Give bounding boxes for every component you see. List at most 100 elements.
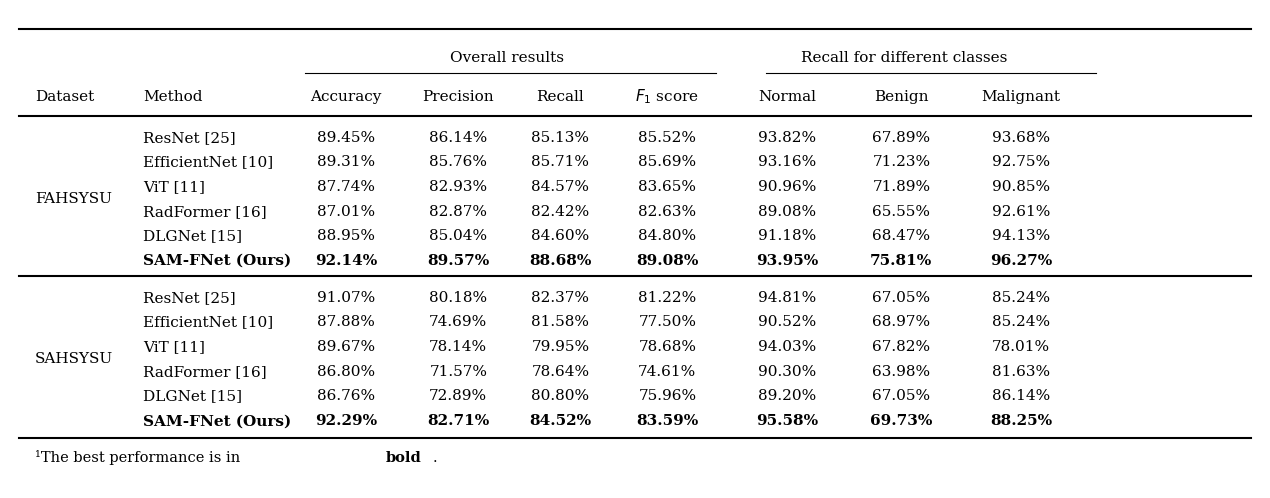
Text: 88.68%: 88.68%	[530, 254, 592, 268]
Text: 71.23%: 71.23%	[872, 155, 931, 169]
Text: ¹The best performance is in: ¹The best performance is in	[36, 451, 245, 466]
Text: RadFormer [16]: RadFormer [16]	[144, 205, 267, 219]
Text: 85.24%: 85.24%	[992, 315, 1050, 330]
Text: 74.61%: 74.61%	[639, 365, 696, 379]
Text: 84.80%: 84.80%	[639, 230, 696, 244]
Text: 82.42%: 82.42%	[531, 205, 589, 219]
Text: 68.97%: 68.97%	[872, 315, 931, 330]
Text: Precision: Precision	[423, 90, 494, 104]
Text: 93.68%: 93.68%	[992, 130, 1050, 144]
Text: 85.24%: 85.24%	[992, 291, 1050, 305]
Text: 69.73%: 69.73%	[870, 414, 932, 428]
Text: 94.81%: 94.81%	[758, 291, 815, 305]
Text: 81.58%: 81.58%	[531, 315, 589, 330]
Text: 93.16%: 93.16%	[758, 155, 815, 169]
Text: 75.96%: 75.96%	[639, 389, 696, 403]
Text: 91.07%: 91.07%	[318, 291, 376, 305]
Text: 91.18%: 91.18%	[758, 230, 815, 244]
Text: 67.05%: 67.05%	[872, 291, 931, 305]
Text: bold: bold	[386, 451, 422, 465]
Text: 78.68%: 78.68%	[639, 340, 696, 354]
Text: 72.89%: 72.89%	[429, 389, 488, 403]
Text: Method: Method	[144, 90, 203, 104]
Text: 83.59%: 83.59%	[636, 414, 698, 428]
Text: SAM-FNet (Ours): SAM-FNet (Ours)	[144, 254, 292, 268]
Text: 67.89%: 67.89%	[872, 130, 931, 144]
Text: 81.63%: 81.63%	[992, 365, 1050, 379]
Text: 78.14%: 78.14%	[429, 340, 488, 354]
Text: 85.71%: 85.71%	[531, 155, 589, 169]
Text: 89.67%: 89.67%	[318, 340, 376, 354]
Text: 94.13%: 94.13%	[992, 230, 1050, 244]
Text: 67.05%: 67.05%	[872, 389, 931, 403]
Text: 84.52%: 84.52%	[530, 414, 592, 428]
Text: .: .	[432, 451, 437, 465]
Text: SAHSYSU: SAHSYSU	[36, 353, 113, 367]
Text: 92.29%: 92.29%	[315, 414, 377, 428]
Text: 90.30%: 90.30%	[758, 365, 815, 379]
Text: ViT [11]: ViT [11]	[144, 180, 206, 194]
Text: 86.14%: 86.14%	[429, 130, 488, 144]
Text: 90.52%: 90.52%	[758, 315, 815, 330]
Text: Dataset: Dataset	[36, 90, 94, 104]
Text: Overall results: Overall results	[450, 51, 564, 65]
Text: 74.69%: 74.69%	[429, 315, 488, 330]
Text: 87.74%: 87.74%	[318, 180, 375, 194]
Text: 93.82%: 93.82%	[758, 130, 815, 144]
Text: 79.95%: 79.95%	[531, 340, 589, 354]
Text: 83.65%: 83.65%	[639, 180, 696, 194]
Text: 85.13%: 85.13%	[531, 130, 589, 144]
Text: 82.71%: 82.71%	[427, 414, 489, 428]
Text: 92.14%: 92.14%	[315, 254, 377, 268]
Text: 65.55%: 65.55%	[872, 205, 931, 219]
Text: 84.60%: 84.60%	[531, 230, 589, 244]
Text: 82.87%: 82.87%	[429, 205, 488, 219]
Text: Recall: Recall	[536, 90, 584, 104]
Text: Benign: Benign	[874, 90, 928, 104]
Text: 86.14%: 86.14%	[992, 389, 1050, 403]
Text: 63.98%: 63.98%	[872, 365, 931, 379]
Text: 95.58%: 95.58%	[756, 414, 818, 428]
Text: 87.01%: 87.01%	[318, 205, 376, 219]
Text: 82.37%: 82.37%	[531, 291, 589, 305]
Text: 85.76%: 85.76%	[429, 155, 488, 169]
Text: Malignant: Malignant	[982, 90, 1060, 104]
Text: 78.01%: 78.01%	[992, 340, 1050, 354]
Text: Recall for different classes: Recall for different classes	[800, 51, 1007, 65]
Text: $F_1$ score: $F_1$ score	[635, 87, 700, 106]
Text: 92.75%: 92.75%	[992, 155, 1050, 169]
Text: 89.08%: 89.08%	[636, 254, 698, 268]
Text: 78.64%: 78.64%	[531, 365, 589, 379]
Text: DLGNet [15]: DLGNet [15]	[144, 389, 243, 403]
Text: ResNet [25]: ResNet [25]	[144, 130, 236, 144]
Text: 84.57%: 84.57%	[531, 180, 589, 194]
Text: 67.82%: 67.82%	[872, 340, 931, 354]
Text: 80.18%: 80.18%	[429, 291, 488, 305]
Text: 90.96%: 90.96%	[758, 180, 817, 194]
Text: 94.03%: 94.03%	[758, 340, 815, 354]
Text: 85.04%: 85.04%	[429, 230, 488, 244]
Text: 86.80%: 86.80%	[318, 365, 376, 379]
Text: 77.50%: 77.50%	[639, 315, 696, 330]
Text: 96.27%: 96.27%	[989, 254, 1052, 268]
Text: ResNet [25]: ResNet [25]	[144, 291, 236, 305]
Text: 85.69%: 85.69%	[639, 155, 696, 169]
Text: Accuracy: Accuracy	[311, 90, 382, 104]
Text: 89.08%: 89.08%	[758, 205, 815, 219]
Text: 80.80%: 80.80%	[531, 389, 589, 403]
Text: 90.85%: 90.85%	[992, 180, 1050, 194]
Text: 86.76%: 86.76%	[318, 389, 376, 403]
Text: 88.25%: 88.25%	[989, 414, 1052, 428]
Text: 89.57%: 89.57%	[427, 254, 489, 268]
Text: 82.93%: 82.93%	[429, 180, 488, 194]
Text: RadFormer [16]: RadFormer [16]	[144, 365, 267, 379]
Text: 68.47%: 68.47%	[872, 230, 931, 244]
Text: ViT [11]: ViT [11]	[144, 340, 206, 354]
Text: 93.95%: 93.95%	[756, 254, 818, 268]
Text: SAM-FNet (Ours): SAM-FNet (Ours)	[144, 414, 292, 428]
Text: 82.63%: 82.63%	[639, 205, 696, 219]
Text: Normal: Normal	[758, 90, 815, 104]
Text: 81.22%: 81.22%	[639, 291, 696, 305]
Text: 89.31%: 89.31%	[318, 155, 376, 169]
Text: DLGNet [15]: DLGNet [15]	[144, 230, 243, 244]
